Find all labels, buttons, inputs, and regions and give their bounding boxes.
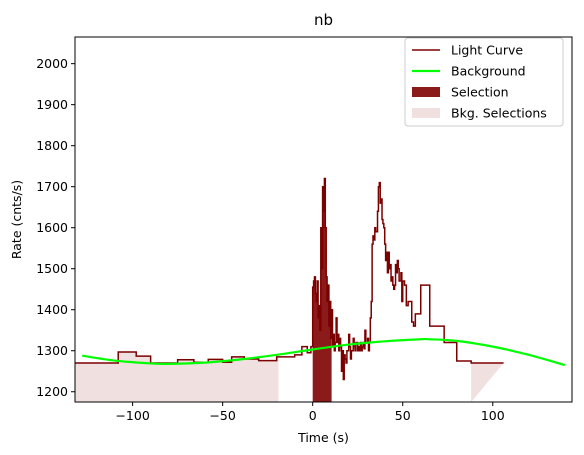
legend-swatch-2 xyxy=(412,87,440,97)
background-layer xyxy=(82,337,566,367)
y-tick-label: 1400 xyxy=(36,302,68,317)
y-tick-label: 1900 xyxy=(36,97,68,112)
plot-area xyxy=(75,177,566,402)
legend-label-1: Background xyxy=(451,64,526,79)
bkg-selection-layer xyxy=(75,351,504,402)
x-axis-label: Time (s) xyxy=(297,430,349,445)
x-tick-label: −50 xyxy=(209,408,235,423)
legend-label-3: Bkg. Selections xyxy=(451,106,547,121)
x-tick-label: 100 xyxy=(481,408,505,423)
bkg-selection-region-0 xyxy=(75,351,279,402)
x-axis-ticks: −100 −50 0 50 100 xyxy=(115,402,505,423)
light-curve-layer xyxy=(75,177,504,381)
selection-layer xyxy=(312,178,332,402)
chart-title: nb xyxy=(314,11,333,29)
legend: Light Curve Background Selection Bkg. Selec… xyxy=(404,37,564,127)
legend-label-0: Light Curve xyxy=(451,43,523,58)
x-tick-label: 50 xyxy=(395,408,411,423)
axes-frame xyxy=(74,36,573,403)
y-axis-label: Rate (cnts/s) xyxy=(9,180,24,259)
y-tick-label: 1600 xyxy=(36,220,68,235)
y-tick-label: 2000 xyxy=(36,56,68,71)
y-tick-label: 1700 xyxy=(36,179,68,194)
background-curve-line xyxy=(82,337,566,367)
selection-region xyxy=(312,178,332,402)
legend-label-2: Selection xyxy=(451,85,509,100)
y-tick-label: 1800 xyxy=(36,138,68,153)
legend-swatch-3 xyxy=(412,108,440,118)
y-axis-ticks: 1200 1300 1400 1500 1600 1700 1800 1900 2000 xyxy=(36,56,75,399)
y-tick-label: 1500 xyxy=(36,261,68,276)
x-tick-label: −100 xyxy=(115,408,149,423)
bkg-selection-region-1 xyxy=(471,363,504,402)
legend-box xyxy=(404,37,564,127)
x-tick-label: 0 xyxy=(309,408,317,423)
y-tick-label: 1200 xyxy=(36,384,68,399)
light-curve-line xyxy=(75,177,504,381)
y-tick-label: 1300 xyxy=(36,343,68,358)
